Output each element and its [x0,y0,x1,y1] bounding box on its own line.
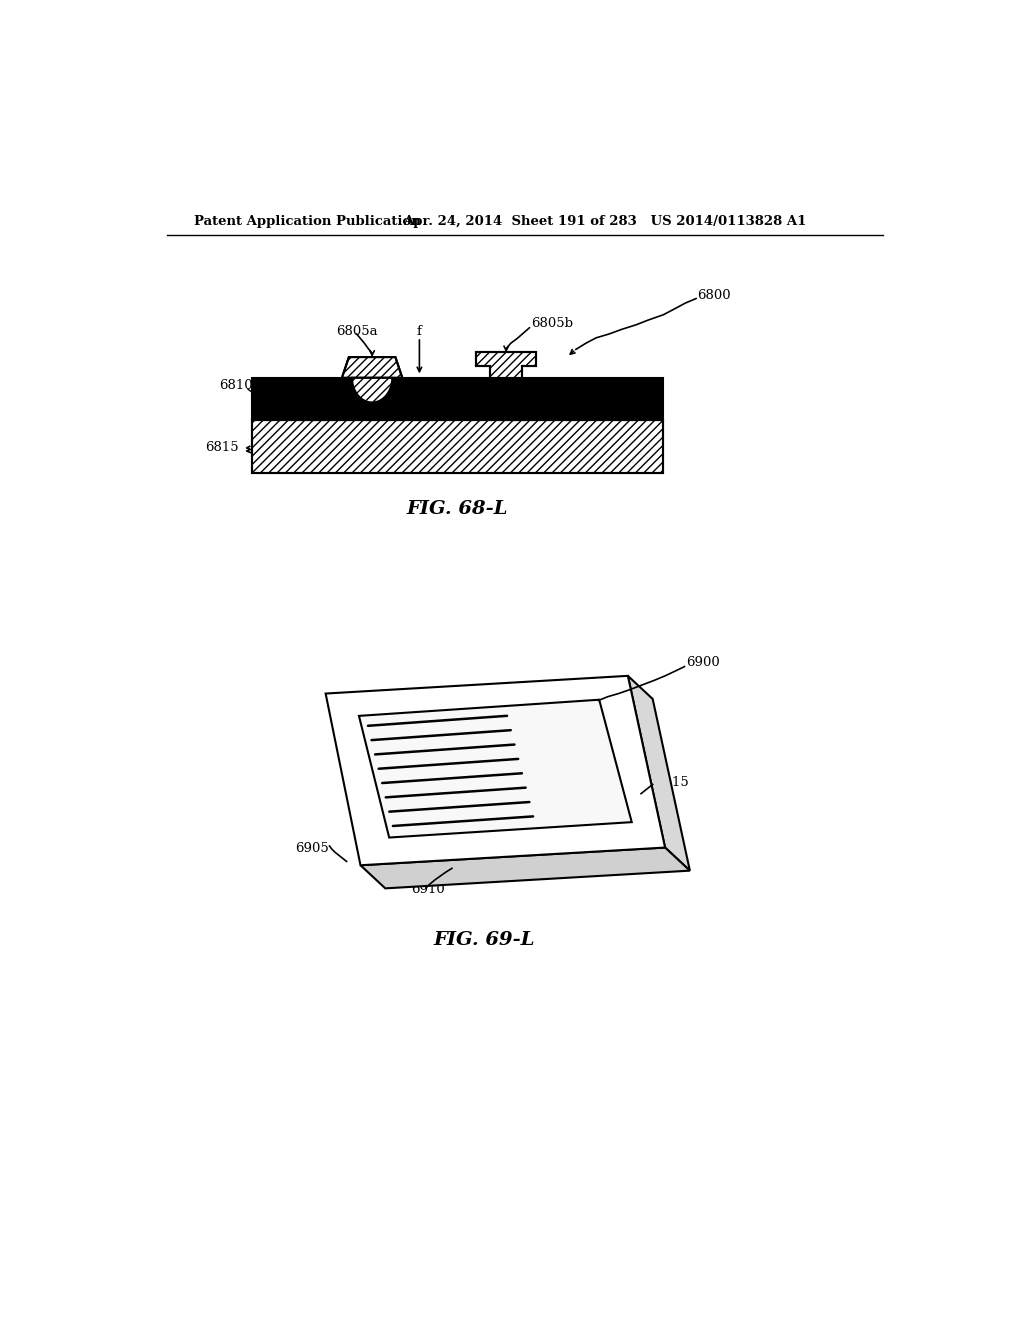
Text: 6815: 6815 [206,441,240,454]
Text: FIG. 68-L: FIG. 68-L [407,500,508,517]
Polygon shape [360,847,690,888]
Bar [252,420,663,473]
Text: 6805b: 6805b [531,317,573,330]
Text: Apr. 24, 2014  Sheet 191 of 283   US 2014/0113828 A1: Apr. 24, 2014 Sheet 191 of 283 US 2014/0… [403,215,807,228]
Text: 6900: 6900 [686,656,720,669]
Text: 6915: 6915 [655,776,689,788]
Text: 6905: 6905 [295,842,329,855]
Text: FIG. 69-L: FIG. 69-L [434,931,536,949]
Polygon shape [352,378,392,403]
Bar [252,420,663,473]
Text: Patent Application Publication: Patent Application Publication [194,215,421,228]
Text: 6800: 6800 [697,289,731,302]
Polygon shape [326,676,665,866]
Polygon shape [342,358,402,378]
Text: 6910: 6910 [411,883,444,896]
Text: f: f [417,325,421,338]
Polygon shape [476,352,537,378]
Bar [252,420,663,473]
Polygon shape [628,676,690,871]
Bar [252,378,663,420]
Text: 6810: 6810 [219,379,253,392]
Polygon shape [359,700,632,838]
Text: 6805a: 6805a [336,325,377,338]
